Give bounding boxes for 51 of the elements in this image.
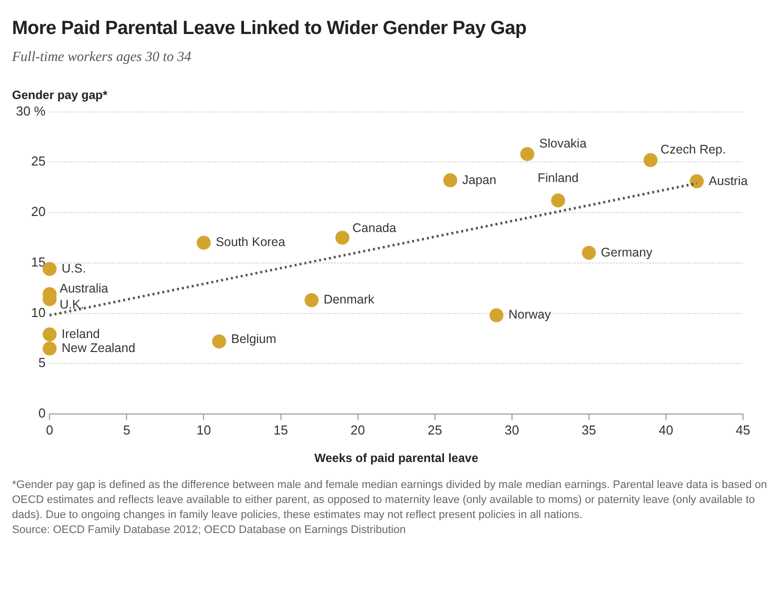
annotation: Denmark (324, 292, 376, 307)
x-tick-label: 45 (736, 422, 750, 438)
annotation: Japan (462, 172, 496, 187)
x-tick-label: 20 (350, 422, 366, 438)
source-note: Source: OECD Family Database 2012; OECD Database on Earnings Distribution (12, 523, 407, 538)
annotation: Norway (508, 308, 552, 322)
point (690, 174, 704, 188)
point (520, 147, 534, 162)
annotation: Canada (352, 221, 396, 236)
annotation: Slovakia (539, 136, 587, 151)
annotation: New Zealand (62, 340, 136, 355)
y-tick-label: 30 % (16, 103, 46, 118)
y-tick-label: 25 (31, 154, 46, 169)
point (335, 230, 350, 245)
x-tick-label: 25 (428, 422, 442, 438)
annotation: Czech Rep. (660, 142, 726, 157)
annotation: U.K. (60, 298, 84, 312)
chart-subtitle: Full-time workers ages 30 to 34 (12, 50, 192, 66)
text: *Gender pay gap is defined as the difference between male and female median earnings divided by male median earnings. Parental leave data is based on OECD estimates and reflects leave available to either parent, as opposed to maternity leave (only available to moms) or paternity leave (only available to dads). Due to ongoing changes in family leave policies, these estimates may not reflect present policies in all nations. (12, 478, 768, 523)
y-tick-label: 5 (38, 355, 46, 370)
y-tick-label: 20 (31, 204, 46, 220)
point (42, 342, 57, 356)
x-tick-label: 15 (274, 422, 288, 438)
point (212, 334, 226, 348)
y-tick-label: 10 (31, 304, 46, 320)
y-axis-title: Gender pay gap* (12, 88, 108, 102)
annotation: Germany (600, 245, 654, 260)
point (196, 236, 211, 250)
point (644, 153, 658, 168)
x-tick-label: 40 (658, 422, 674, 438)
chart-title: More Paid Parental Leave Linked to Wider Gender Pay Gap (12, 18, 526, 40)
y-tick-label: 15 (31, 254, 46, 270)
point (551, 193, 566, 208)
point (304, 293, 319, 308)
x-axis-title: Weeks of paid parental leave (314, 451, 479, 466)
point (443, 173, 458, 188)
point (582, 246, 596, 260)
annotation: Austria (708, 174, 748, 188)
x-tick-label: 10 (196, 422, 211, 438)
point (42, 327, 57, 342)
annotation: Belgium (231, 332, 276, 346)
x-tick-label: 30 (504, 422, 520, 438)
annotation: U.S. (62, 261, 86, 276)
x-tick-label: 5 (123, 422, 130, 438)
annotation: Finland (538, 170, 579, 185)
annotation: Australia (60, 282, 108, 296)
y-tick-label: 0 (38, 406, 46, 421)
annotation: Ireland (62, 326, 100, 341)
x-tick-label: 35 (582, 422, 596, 438)
point (489, 308, 504, 322)
annotation: South Korea (216, 235, 286, 250)
